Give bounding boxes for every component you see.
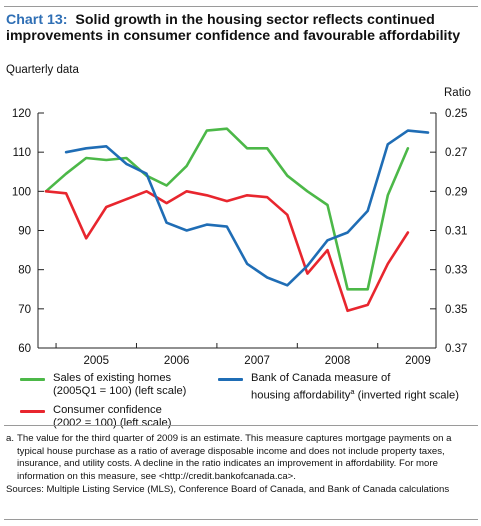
left-tick-label: 80 [18, 265, 31, 277]
chart-title-text: Solid growth in the housing sector refle… [6, 12, 461, 44]
x-tick-label: 2005 [83, 355, 109, 367]
left-tick-label: 60 [18, 343, 31, 355]
series-line-sales [44, 127, 410, 291]
footnote: a. The value for the third quarter of 20… [6, 433, 472, 483]
x-tick-label: 2007 [244, 355, 270, 367]
right-tick-label: 0.31 [445, 226, 467, 238]
sources-text: Sources: Multiple Listing Service (MLS),… [6, 484, 450, 496]
notes-rule [4, 425, 478, 426]
right-tick-label: 0.25 [445, 108, 467, 120]
left-tick-label: 110 [13, 147, 31, 159]
chart-title: Chart 13: Solid growth in the housing se… [6, 12, 466, 44]
right-tick-label: 0.29 [445, 186, 467, 198]
right-tick-label: 0.37 [445, 343, 467, 355]
right-tick-label: 0.27 [445, 147, 467, 159]
right-axis-unit: Ratio [444, 87, 471, 99]
left-tick-label: 70 [18, 304, 31, 316]
x-tick-label: 2008 [325, 355, 351, 367]
top-rule [4, 6, 478, 7]
left-tick-label: 120 [12, 108, 31, 120]
series-line-confidence [44, 190, 410, 313]
x-tick-label: 2009 [405, 355, 431, 367]
bottom-rule [4, 519, 478, 520]
left-tick-label: 90 [18, 226, 31, 238]
x-tick-label: 2006 [164, 355, 190, 367]
footnote-mark: a. [6, 433, 15, 444]
right-tick-label: 0.33 [445, 265, 467, 277]
series-line-affordability [64, 129, 430, 287]
right-tick-label: 0.35 [445, 304, 467, 316]
footnote-text: The value for the third quarter of 2009 … [17, 433, 452, 482]
chart-number: Chart 13: [6, 12, 68, 28]
chart-notes: a. The value for the third quarter of 20… [6, 433, 472, 497]
chart-subtitle: Quarterly data [6, 64, 79, 76]
left-tick-label: 100 [12, 186, 31, 198]
